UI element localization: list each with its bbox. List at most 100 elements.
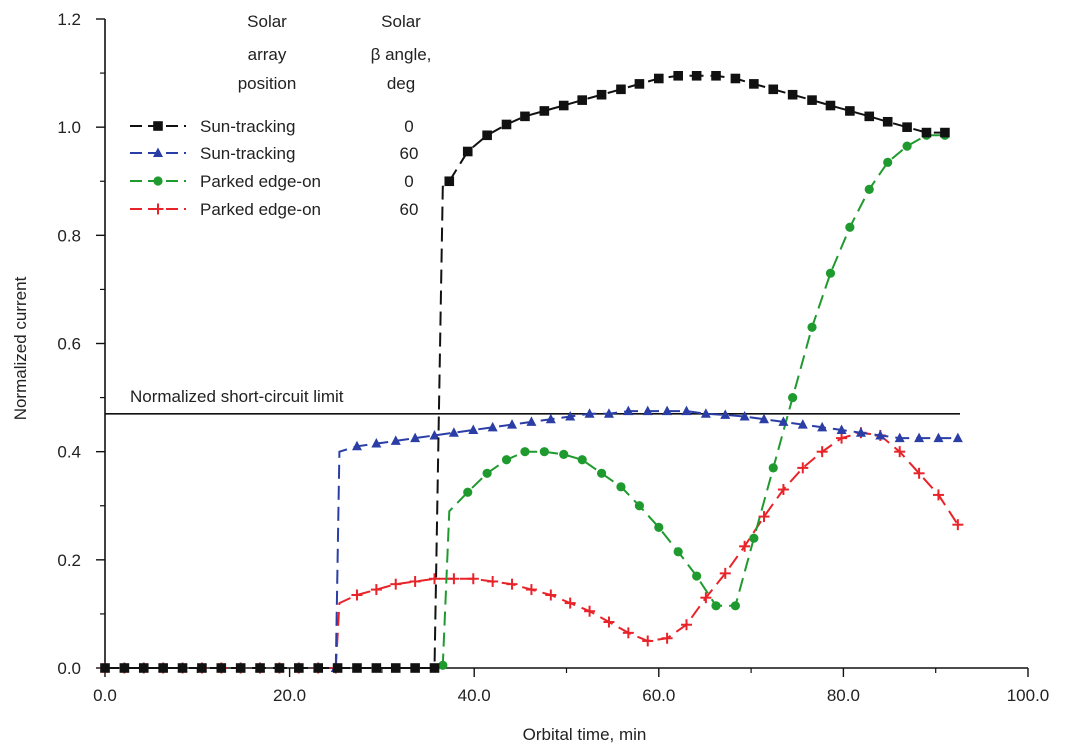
data-point-square <box>807 95 817 105</box>
data-point-circle <box>540 447 549 456</box>
legend-entry: Sun-tracking 0 <box>130 117 414 136</box>
data-point-plus <box>952 519 963 530</box>
data-point-triangle <box>488 422 498 432</box>
data-point-square <box>883 117 893 127</box>
data-point-plus <box>642 635 653 646</box>
y-tick-label: 0.4 <box>57 443 81 462</box>
data-point-circle <box>731 601 740 610</box>
series-parked-edge-on-60 <box>100 427 964 673</box>
data-point-square <box>120 663 130 673</box>
data-point-plus <box>545 589 556 600</box>
data-point-square <box>158 663 168 673</box>
series-line <box>105 411 958 668</box>
data-point-plus <box>565 598 576 609</box>
series-line <box>105 76 945 668</box>
data-point-square <box>372 663 382 673</box>
legend-label-beta: 0 <box>404 117 413 136</box>
x-tick-label: 20.0 <box>273 686 306 705</box>
data-point-square <box>864 112 874 122</box>
data-point-square <box>731 74 741 84</box>
data-point-triangle <box>681 406 691 416</box>
data-point-square <box>940 128 950 138</box>
data-point-square <box>255 663 265 673</box>
axes: 0.0 20.0 40.0 60.0 80.0 100.0 0.0 0.2 0.4 0.6 0.8 1… <box>11 10 1049 744</box>
data-point-square <box>100 663 110 673</box>
y-tick-label: 1.2 <box>57 10 81 29</box>
legend-entry: Sun-tracking 60 <box>130 144 418 163</box>
data-point-square <box>275 663 285 673</box>
legend-label-beta: 60 <box>400 200 419 219</box>
data-point-square <box>616 85 626 95</box>
data-point-square <box>597 90 607 100</box>
data-point-circle <box>502 455 511 464</box>
data-point-square <box>788 90 798 100</box>
data-point-plus <box>429 573 440 584</box>
y-tick-label: 0.2 <box>57 551 81 570</box>
data-point-circle <box>559 450 568 459</box>
data-point-circle <box>865 185 874 194</box>
data-point-triangle <box>468 425 478 435</box>
legend-label-position: Parked edge-on <box>200 200 321 219</box>
data-point-square <box>768 85 778 95</box>
x-axis-title: Orbital time, min <box>523 725 647 744</box>
data-point-square <box>520 112 530 122</box>
data-point-square <box>654 74 664 84</box>
data-point-square <box>333 663 343 673</box>
data-point-circle <box>153 176 162 185</box>
data-point-circle <box>788 393 797 402</box>
legend-header-position-line2: array <box>248 45 287 64</box>
series-line <box>105 433 958 668</box>
x-tick-label: 100.0 <box>1007 686 1050 705</box>
data-point-square <box>391 663 401 673</box>
data-point-plus <box>933 489 944 500</box>
data-point-circle <box>674 547 683 556</box>
data-point-plus <box>836 433 847 444</box>
y-tick-label: 0.6 <box>57 335 81 354</box>
legend-entries: Sun-tracking 0Sun-tracking 60Parked edge-o… <box>130 117 418 219</box>
data-point-triangle <box>449 427 459 437</box>
legend-entry: Parked edge-on 60 <box>130 200 418 219</box>
data-point-circle <box>654 523 663 532</box>
legend-label-beta: 0 <box>404 172 413 191</box>
data-point-circle <box>578 455 587 464</box>
short-circuit-limit-label: Normalized short-circuit limit <box>130 387 344 406</box>
data-point-square <box>352 663 362 673</box>
data-point-plus <box>623 627 634 638</box>
y-tick-label: 0.0 <box>57 659 81 678</box>
data-point-plus <box>487 576 498 587</box>
data-point-square <box>178 663 188 673</box>
legend: Solar array position Solar β angle, deg … <box>130 12 431 219</box>
legend-label-position: Sun-tracking <box>200 144 295 163</box>
data-point-plus <box>584 606 595 617</box>
legend-header-beta-line1: Solar <box>381 12 421 31</box>
data-point-plus <box>351 589 362 600</box>
x-tick-label: 60.0 <box>642 686 675 705</box>
series-sun-tracking-60 <box>100 406 963 672</box>
data-point-circle <box>769 463 778 472</box>
data-point-square <box>902 122 912 132</box>
data-point-square <box>577 95 587 105</box>
data-point-circle <box>711 601 720 610</box>
legend-label-beta: 60 <box>400 144 419 163</box>
legend-label-position: Parked edge-on <box>200 172 321 191</box>
x-tick-label: 0.0 <box>93 686 117 705</box>
data-point-circle <box>826 269 835 278</box>
data-point-square <box>139 663 149 673</box>
data-point-circle <box>463 488 472 497</box>
data-point-plus <box>468 573 479 584</box>
data-point-square <box>444 176 454 186</box>
data-point-square <box>502 120 512 130</box>
data-point-square <box>216 663 226 673</box>
data-point-square <box>845 106 855 116</box>
data-point-square <box>711 71 721 81</box>
data-point-square <box>635 79 645 89</box>
data-point-plus <box>603 617 614 628</box>
legend-headers: Solar array position Solar β angle, deg <box>238 12 432 93</box>
data-point-square <box>294 663 304 673</box>
data-point-square <box>463 147 473 157</box>
data-point-plus <box>739 541 750 552</box>
data-point-square <box>692 71 702 81</box>
data-point-triangle <box>526 416 536 426</box>
data-point-circle <box>807 323 816 332</box>
x-tick-label: 80.0 <box>827 686 860 705</box>
